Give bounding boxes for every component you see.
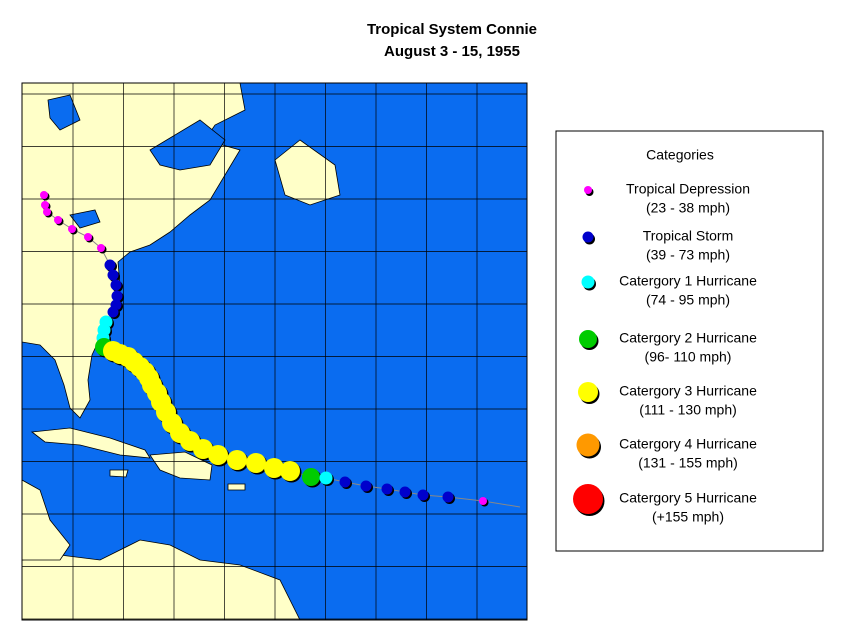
track-point <box>442 491 454 503</box>
legend-range: (96- 110 mph) <box>645 349 732 365</box>
legend-name: Catergory 2 Hurricane <box>619 330 757 346</box>
legend-title: Categories <box>646 147 714 163</box>
track-point <box>399 486 411 498</box>
track-point <box>54 216 62 224</box>
gulf-st-lawrence <box>149 119 226 171</box>
track-point <box>360 480 372 492</box>
legend-name: Tropical Depression <box>626 181 750 197</box>
puerto-rico <box>227 483 246 491</box>
south-america <box>22 539 301 620</box>
map <box>21 82 528 621</box>
track-point <box>319 471 333 485</box>
legend-swatch <box>576 433 600 457</box>
legend-name: Catergory 1 Hurricane <box>619 273 757 289</box>
track-point <box>43 208 51 216</box>
cuba <box>30 427 151 459</box>
track-point <box>302 468 320 486</box>
track-point <box>208 445 228 465</box>
legend-range: (74 - 95 mph) <box>646 292 730 308</box>
legend-range: (111 - 130 mph) <box>639 402 737 418</box>
legend-swatch <box>578 382 598 402</box>
track-point <box>107 269 119 281</box>
legend: Tropical Depression (23 - 38 mph) Tropical… <box>573 181 757 525</box>
track-point <box>40 191 48 199</box>
track-point <box>227 450 247 470</box>
legend-range: (23 - 38 mph) <box>646 200 730 216</box>
legend-swatch <box>584 186 592 194</box>
central-america <box>22 479 71 561</box>
legend-box <box>555 130 824 552</box>
track-point <box>193 439 213 459</box>
track-point <box>246 453 266 473</box>
legend-name: Catergory 5 Hurricane <box>619 490 757 506</box>
subtitle: August 3 - 15, 1955 <box>384 43 520 60</box>
track-point <box>417 489 429 501</box>
track-point <box>41 201 49 209</box>
track-point <box>381 483 393 495</box>
track-point <box>110 279 122 291</box>
track-point <box>280 461 300 481</box>
legend-swatch <box>582 231 594 243</box>
newfoundland <box>274 139 341 206</box>
legend-name: Catergory 4 Hurricane <box>619 436 757 452</box>
track-point <box>111 290 123 302</box>
track-point <box>104 259 116 271</box>
great-lakes <box>47 94 81 131</box>
track-point <box>107 306 119 318</box>
legend-swatch <box>581 275 595 289</box>
legend-swatch <box>573 484 603 514</box>
legend-swatch <box>579 330 597 348</box>
legend-name: Tropical Storm <box>643 228 734 244</box>
legend-range: (131 - 155 mph) <box>638 455 738 471</box>
hispaniola <box>149 451 213 481</box>
legend-name: Catergory 3 Hurricane <box>619 383 757 399</box>
track-point <box>68 225 76 233</box>
legend-range: (39 - 73 mph) <box>646 247 730 263</box>
track <box>40 191 521 508</box>
jamaica <box>109 469 129 478</box>
track-point <box>339 476 351 488</box>
track-point <box>479 497 487 505</box>
track-point <box>264 458 284 478</box>
great-lakes-2 <box>69 209 101 229</box>
map-border <box>21 82 528 621</box>
track-point <box>84 233 92 241</box>
track-point <box>97 244 105 252</box>
legend-range: (+155 mph) <box>652 509 724 525</box>
title: Tropical System Connie <box>367 21 537 38</box>
